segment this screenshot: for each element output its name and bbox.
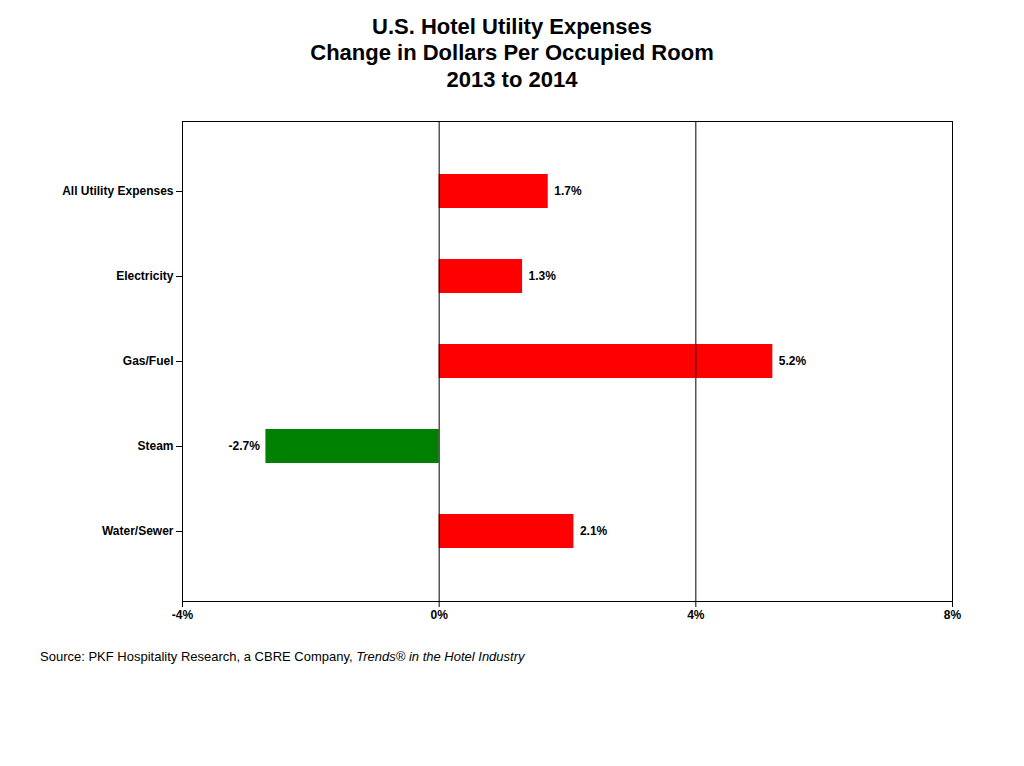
svg-text:8%: 8% xyxy=(944,608,962,622)
html-text:U.S. Hotel Utility Expenses Ch: U.S. Hotel Utility Expenses Change in Do… xyxy=(310,14,714,92)
svg-text:Steam: Steam xyxy=(137,440,173,454)
svg-text:Water/Sewer: Water/Sewer xyxy=(102,525,174,539)
svg-text:0%: 0% xyxy=(430,608,448,622)
svg-text:1.7%: 1.7% xyxy=(554,185,582,199)
svg-text:All Utility Expenses: All Utility Expenses xyxy=(62,185,174,199)
svg-text:5.2%: 5.2% xyxy=(779,355,807,369)
svg-text:Gas/Fuel: Gas/Fuel xyxy=(123,355,174,369)
svg-text:4%: 4% xyxy=(687,608,705,622)
svg-text:-4%: -4% xyxy=(172,608,194,622)
svg-text:1.3%: 1.3% xyxy=(529,270,557,284)
svg-text:-2.7%: -2.7% xyxy=(229,440,261,454)
svg-text:2.1%: 2.1% xyxy=(580,525,608,539)
html-text:Source: PKF Hospitality Resear: Source: PKF Hospitality Research, a CBRE… xyxy=(40,649,525,665)
svg-text:Electricity: Electricity xyxy=(116,270,174,284)
